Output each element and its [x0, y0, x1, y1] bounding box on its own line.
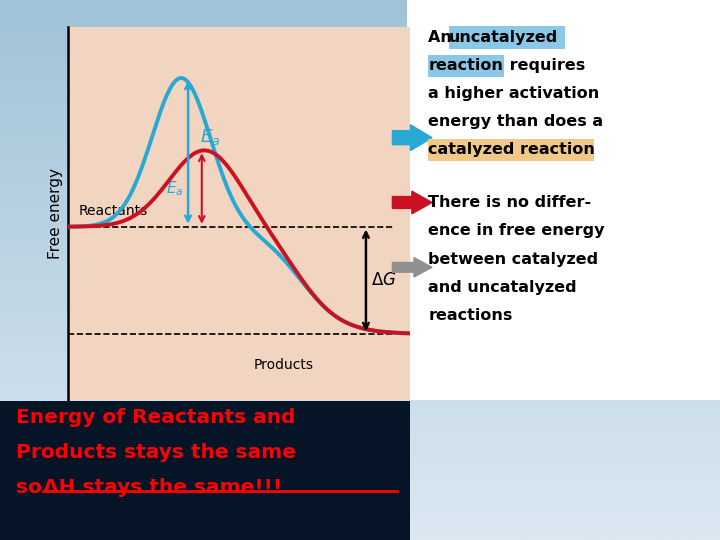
Text: Products stays the same: Products stays the same [16, 443, 296, 462]
FancyArrow shape [392, 191, 432, 214]
Text: a higher activation: a higher activation [428, 86, 600, 101]
Text: requires: requires [504, 58, 585, 73]
Text: An: An [428, 30, 458, 45]
Text: uncatalyzed: uncatalyzed [449, 30, 558, 45]
Text: ΔH stays the same!!!: ΔH stays the same!!! [43, 478, 282, 497]
Text: so: so [16, 478, 49, 497]
Text: and uncatalyzed: and uncatalyzed [428, 280, 577, 295]
Text: reactions: reactions [428, 308, 513, 323]
Y-axis label: Free energy: Free energy [48, 168, 63, 259]
Text: Reactants: Reactants [78, 204, 148, 218]
Text: reaction: reaction [428, 58, 503, 73]
Text: between catalyzed: between catalyzed [428, 252, 598, 267]
Text: There is no differ-: There is no differ- [428, 195, 592, 211]
Text: Products: Products [254, 358, 314, 372]
Text: energy than does a: energy than does a [428, 114, 603, 129]
Text: $\it{E}_a$: $\it{E}_a$ [166, 179, 184, 198]
Text: ence in free energy: ence in free energy [428, 224, 605, 239]
Text: $\it{\Delta G}$: $\it{\Delta G}$ [371, 272, 397, 289]
Text: catalyzed reaction: catalyzed reaction [428, 142, 595, 157]
Text: Energy of Reactants and: Energy of Reactants and [16, 408, 295, 427]
FancyArrow shape [392, 258, 432, 277]
FancyArrow shape [392, 125, 432, 151]
Text: $\it{E}_a$: $\it{E}_a$ [200, 127, 220, 147]
